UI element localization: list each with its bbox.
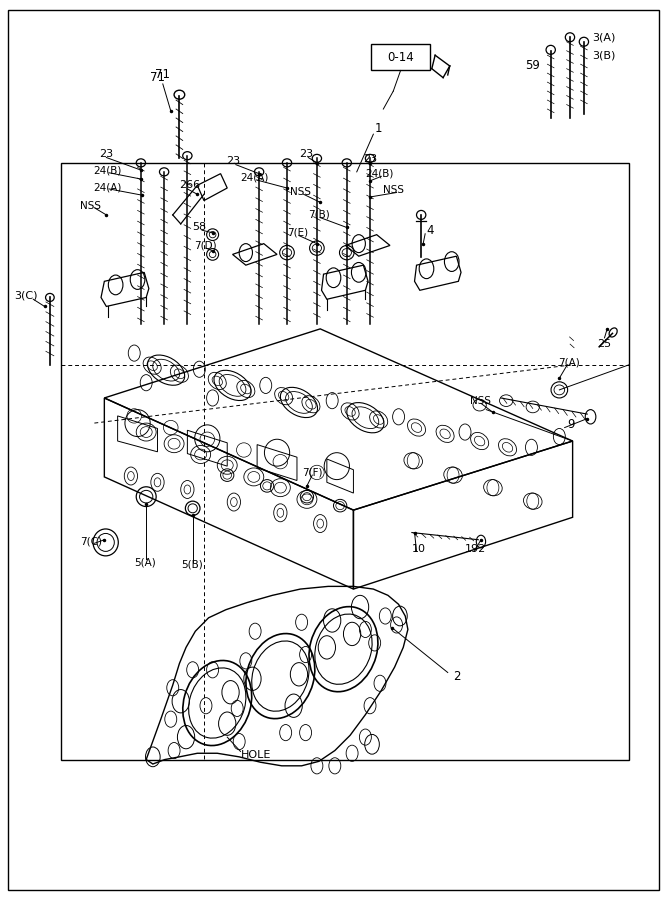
Text: 10: 10 <box>412 544 426 554</box>
Text: 3(B): 3(B) <box>592 50 616 60</box>
Bar <box>61 163 629 760</box>
Text: 23: 23 <box>99 148 113 159</box>
Text: 1: 1 <box>375 122 382 135</box>
Text: 9: 9 <box>568 418 575 431</box>
Text: 25: 25 <box>598 339 612 349</box>
Text: 0-14: 0-14 <box>388 50 414 64</box>
Text: NSS: NSS <box>290 186 311 196</box>
Text: 192: 192 <box>465 544 486 554</box>
Text: 24(B): 24(B) <box>93 165 121 176</box>
Text: 23: 23 <box>226 156 240 166</box>
Text: 7(E): 7(E) <box>287 228 308 238</box>
Text: 23: 23 <box>364 154 378 165</box>
Text: NSS: NSS <box>384 184 404 194</box>
Text: 3(A): 3(A) <box>592 32 616 42</box>
Text: 2: 2 <box>453 670 460 682</box>
Text: 7(C): 7(C) <box>80 536 102 546</box>
Text: 4: 4 <box>426 224 434 237</box>
Text: 7(B): 7(B) <box>308 210 330 220</box>
Text: 59: 59 <box>526 59 540 73</box>
Text: NSS: NSS <box>80 201 101 211</box>
Text: 58: 58 <box>193 222 207 232</box>
Text: NSS: NSS <box>470 396 491 406</box>
Text: 24(A): 24(A) <box>241 172 269 182</box>
Text: 7(F): 7(F) <box>301 467 322 477</box>
Text: 23: 23 <box>299 148 313 159</box>
Text: 71: 71 <box>150 71 165 85</box>
Text: 266: 266 <box>179 180 201 190</box>
Bar <box>372 43 430 70</box>
Text: 24(A): 24(A) <box>93 182 121 192</box>
Text: 7(A): 7(A) <box>558 357 580 367</box>
Text: 71: 71 <box>155 68 170 82</box>
Text: 3(C): 3(C) <box>15 291 38 301</box>
Text: 5(B): 5(B) <box>181 560 203 570</box>
Text: 24(B): 24(B) <box>366 168 394 179</box>
Text: HOLE: HOLE <box>241 750 271 760</box>
Text: 5(A): 5(A) <box>134 557 156 567</box>
Text: 7(D): 7(D) <box>194 240 217 250</box>
